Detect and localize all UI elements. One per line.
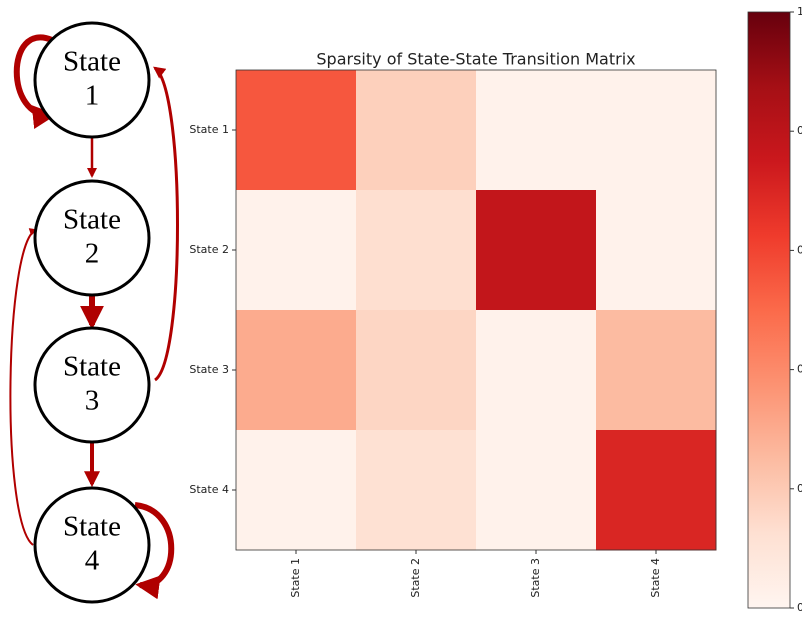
state-diagram: [9, 34, 179, 600]
self-loop: [134, 502, 175, 600]
heatmap-cell: [596, 310, 717, 431]
heatmap-cell: [356, 310, 477, 431]
y-tick-label: State 3: [189, 363, 229, 376]
heatmap-cell: [356, 70, 477, 191]
node-label: 4: [85, 545, 100, 577]
colorbar: [747, 11, 791, 609]
colorbar-tick-label: 0.8: [797, 124, 802, 137]
node-label: State: [63, 46, 121, 78]
heatmap-cell: [236, 70, 357, 191]
heatmap-cell: [236, 190, 357, 311]
node-label: State: [63, 511, 121, 543]
state-node: [33, 326, 151, 444]
plot-frame: [235, 69, 717, 551]
colorbar-tick-label: 1.0: [797, 5, 802, 18]
heatmap-cell: [236, 430, 357, 551]
x-tick-label: State 1: [289, 558, 302, 598]
heatmap-cell: [476, 310, 597, 431]
heatmap-cell: [356, 190, 477, 311]
state-node: [33, 486, 151, 604]
x-tick-label: State 2: [409, 558, 422, 598]
arrow: [9, 228, 38, 546]
colorbar-tick-label: 0.2: [797, 482, 802, 495]
heatmap-cell: [356, 430, 477, 551]
x-tick-label: State 4: [649, 558, 662, 598]
colorbar-tick-label: 0.0: [797, 601, 802, 614]
colorbar-tick-label: 0.4: [797, 363, 802, 376]
heatmap-cell: [236, 310, 357, 431]
heatmap-cell: [476, 190, 597, 311]
node-label: State: [63, 351, 121, 383]
y-tick-label: State 1: [189, 123, 229, 136]
x-tick-label: State 3: [529, 558, 542, 598]
colorbar-tick-label: 0.6: [797, 243, 802, 256]
node-label: 2: [85, 238, 100, 270]
node-label: 3: [85, 385, 100, 417]
state-node: [33, 21, 151, 139]
heatmap-cell: [596, 70, 717, 191]
y-tick-label: State 4: [189, 483, 229, 496]
y-tick-label: State 2: [189, 243, 229, 256]
self-loop: [13, 34, 57, 129]
heatmap-cell: [476, 430, 597, 551]
heatmap-cell: [596, 190, 717, 311]
arrow: [153, 66, 179, 382]
plot: State 1 State 2 State 3 State 4 State 1 State…: [189, 5, 802, 614]
heatmap-cell: [476, 70, 597, 191]
state-node: [33, 179, 151, 297]
node-label: State: [63, 204, 121, 236]
node-label: 1: [85, 80, 100, 112]
chart-title: Sparsity of State-State Transition Matri…: [316, 50, 635, 69]
heatmap-cell: [596, 430, 717, 551]
